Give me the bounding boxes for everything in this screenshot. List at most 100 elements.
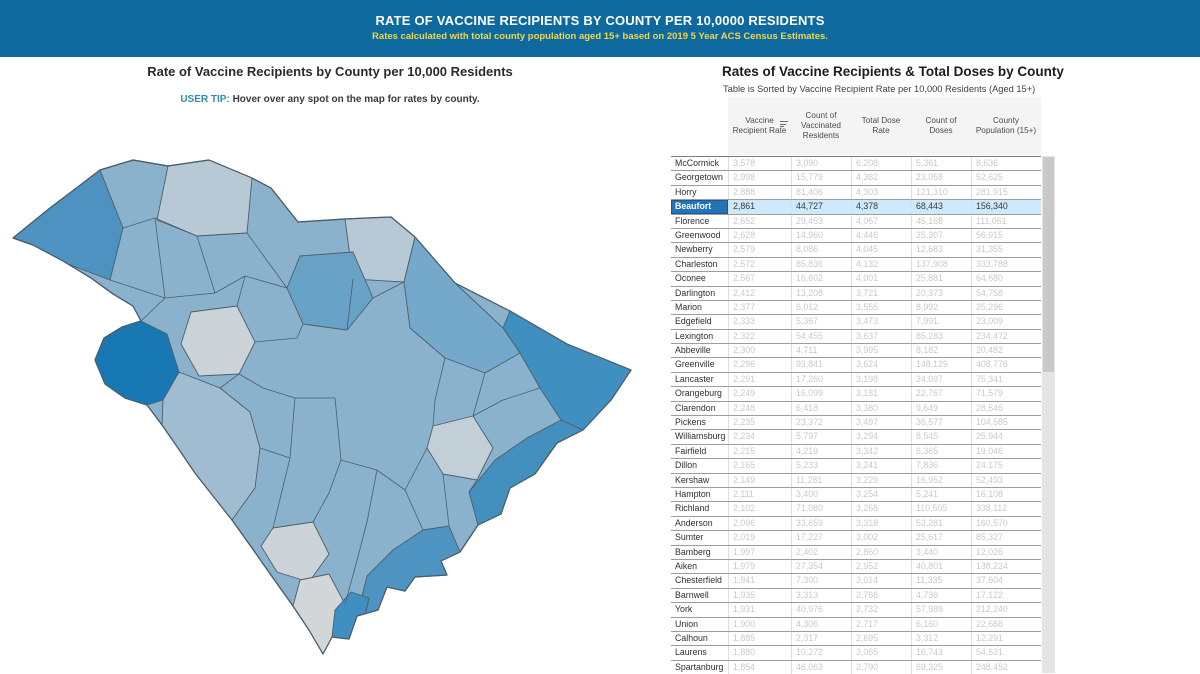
table-row[interactable]: Orangeburg 2,249 16,099 3,181 22,767 71,579 — [671, 387, 1041, 402]
table-row[interactable]: Oconee 2,567 16,602 4,001 25,881 64,680 — [671, 272, 1041, 287]
county-cell: Abbeville — [675, 345, 711, 356]
value-cell: 1,979 — [728, 559, 791, 574]
value-cell: 54,758 — [971, 286, 1041, 300]
county-cell: Aiken — [675, 560, 698, 571]
table-row[interactable]: Edgefield 2,333 5,367 3,473 7,991 23,009 — [671, 315, 1041, 330]
table-row[interactable]: Horry 2,888 81,406 4,303 121,310 281,915 — [671, 185, 1041, 201]
value-cell: 37,604 — [971, 574, 1041, 588]
county-cell: York — [675, 604, 693, 615]
table-row[interactable]: Lancaster 2,291 17,260 3,198 24,097 75,341 — [671, 372, 1041, 388]
table-row[interactable]: Lexington 2,322 54,455 3,637 85,283 234,472 — [671, 329, 1041, 345]
value-cell: 156,340 — [971, 200, 1041, 214]
value-cell: 4,378 — [851, 200, 911, 214]
table-row[interactable]: Barnwell 1,935 3,313 2,766 4,736 17,122 — [671, 588, 1041, 604]
scrollbar-thumb[interactable] — [1043, 157, 1054, 372]
value-cell: 3,721 — [851, 286, 911, 300]
table-row[interactable]: Kershaw 2,149 11,281 3,229 16,952 52,493 — [671, 473, 1041, 488]
banner-title: RATE OF VACCINE RECIPIENTS BY COUNTY PER… — [375, 13, 825, 28]
county-border-line — [154, 217, 166, 299]
table-row[interactable]: Greenwood 2,628 14,960 4,446 25,307 56,915 — [671, 228, 1041, 244]
value-cell: 85,836 — [791, 257, 851, 272]
value-cell: 160,570 — [971, 516, 1041, 531]
column-header-count-vaccinated[interactable]: Count of Vaccinated Residents — [791, 97, 851, 155]
table-row[interactable]: Hampton 2,111 3,400 3,254 5,241 16,108 — [671, 487, 1041, 503]
table-row[interactable]: Laurens 1,880 10,272 3,065 16,743 54,631 — [671, 646, 1041, 661]
value-cell: 2,717 — [851, 617, 911, 631]
value-cell: 4,303 — [851, 185, 911, 200]
column-header-county — [671, 97, 728, 155]
value-cell: 45,168 — [911, 214, 971, 228]
table-row[interactable]: Darlington 2,412 13,208 3,721 20,373 54,758 — [671, 286, 1041, 301]
value-cell: 6,012 — [791, 300, 851, 315]
value-cell: 248,452 — [971, 660, 1041, 674]
county-cell: Williamsburg — [675, 431, 726, 442]
table-row[interactable]: Greenville 2,296 93,841 3,624 148,129 408,776 — [671, 358, 1041, 373]
county-border-line — [472, 387, 541, 417]
table-row[interactable]: Calhoun 1,885 2,317 2,695 3,312 12,291 — [671, 631, 1041, 647]
value-cell: 3,624 — [851, 358, 911, 372]
county-cell: Clarendon — [675, 402, 716, 413]
value-cell: 338,112 — [971, 502, 1041, 516]
value-cell: 2,248 — [728, 401, 791, 416]
table-row[interactable]: Marion 2,377 6,012 3,555 8,992 25,296 — [671, 300, 1041, 316]
table-row[interactable]: York 1,931 40,976 2,732 57,989 212,240 — [671, 603, 1041, 618]
table-row[interactable]: Chesterfield 1,941 7,300 3,014 11,335 37,604 — [671, 574, 1041, 589]
table-row[interactable]: Aiken 1,979 27,354 2,952 40,801 138,224 — [671, 559, 1041, 575]
value-cell: 3,090 — [791, 157, 851, 171]
table-row[interactable]: Charleston 2,572 85,836 4,132 137,908 333,788 — [671, 257, 1041, 273]
table-row[interactable]: Dillon 2,165 5,233 3,241 7,836 24,175 — [671, 459, 1041, 474]
value-cell: 1,997 — [728, 545, 791, 559]
value-cell: 36,577 — [911, 416, 971, 430]
value-cell: 2,149 — [728, 473, 791, 487]
value-cell: 2,952 — [851, 559, 911, 574]
vertical-scrollbar[interactable] — [1042, 156, 1055, 673]
value-cell: 17,227 — [791, 531, 851, 545]
table-row[interactable]: Williamsburg 2,234 5,797 3,294 8,545 25,944 — [671, 430, 1041, 445]
value-cell: 11,281 — [791, 473, 851, 487]
table-row[interactable]: Fairfield 2,215 4,219 3,342 6,365 19,046 — [671, 444, 1041, 460]
table-row[interactable]: Newberry 2,579 8,086 4,045 12,683 31,355 — [671, 243, 1041, 258]
county-shape-mccormick[interactable] — [94, 320, 180, 406]
table-row[interactable]: McCormick 3,578 3,090 6,208 5,361 8,636 — [671, 157, 1041, 172]
column-header-total-dose-rate[interactable]: Total Dose Rate — [851, 97, 911, 155]
table-row[interactable]: Pickens 2,235 23,372 3,497 36,577 104,585 — [671, 416, 1041, 431]
column-header-county-population[interactable]: County Population (15+) — [971, 97, 1041, 155]
value-cell: 3,002 — [851, 531, 911, 545]
south-carolina-choropleth-map[interactable] — [5, 148, 635, 664]
column-header-vaccine-recipient-rate[interactable]: Vaccine Recipient Rate — [728, 97, 791, 155]
value-cell: 6,418 — [791, 401, 851, 416]
table-row[interactable]: Florence 2,652 29,453 4,067 45,168 111,061 — [671, 214, 1041, 229]
value-cell: 2,402 — [791, 545, 851, 559]
county-cell: Barnwell — [675, 589, 709, 600]
county-cell: Greenville — [675, 359, 715, 370]
value-cell: 12,683 — [911, 243, 971, 257]
sort-descending-icon[interactable] — [780, 121, 789, 131]
value-cell: 3,229 — [851, 473, 911, 487]
value-cell: 2,579 — [728, 243, 791, 257]
table-row[interactable]: Clarendon 2,248 6,418 3,380 9,649 28,546 — [671, 401, 1041, 417]
value-cell: 3,318 — [851, 516, 911, 531]
value-cell: 6,160 — [911, 617, 971, 631]
value-cell: 24,175 — [971, 459, 1041, 473]
table-row[interactable]: Sumter 2,019 17,227 3,002 25,617 85,327 — [671, 531, 1041, 546]
value-cell: 5,797 — [791, 430, 851, 444]
table-row[interactable]: Georgetown 2,998 15,779 4,382 23,058 52,625 — [671, 171, 1041, 186]
value-cell: 1,931 — [728, 603, 791, 617]
table-row[interactable]: Spartanburg 1,854 46,063 2,790 69,325 248,452 — [671, 660, 1041, 674]
value-cell: 137,908 — [911, 257, 971, 272]
value-cell: 4,001 — [851, 272, 911, 286]
table-row[interactable]: Richland 2,102 71,080 3,268 110,505 338,112 — [671, 502, 1041, 517]
table-row[interactable]: Union 1,900 4,306 2,717 6,160 22,668 — [671, 617, 1041, 632]
county-border-line — [344, 469, 378, 605]
value-cell: 17,260 — [791, 372, 851, 387]
table-row[interactable]: Abbeville 2,300 4,711 3,995 8,182 20,482 — [671, 344, 1041, 359]
value-cell: 2,652 — [728, 214, 791, 228]
table-row[interactable]: Bamberg 1,997 2,402 2,860 3,440 12,026 — [671, 545, 1041, 560]
table-row[interactable]: Anderson 2,096 33,659 3,318 53,281 160,570 — [671, 516, 1041, 532]
value-cell: 2,695 — [851, 631, 911, 646]
value-cell: 5,361 — [911, 157, 971, 171]
county-cell: Newberry — [675, 244, 713, 255]
table-row[interactable]: Beaufort 2,861 44,727 4,378 68,443 156,340 — [671, 200, 1041, 215]
column-header-count-of-doses[interactable]: Count of Doses — [911, 97, 971, 155]
value-cell: 3,342 — [851, 444, 911, 459]
